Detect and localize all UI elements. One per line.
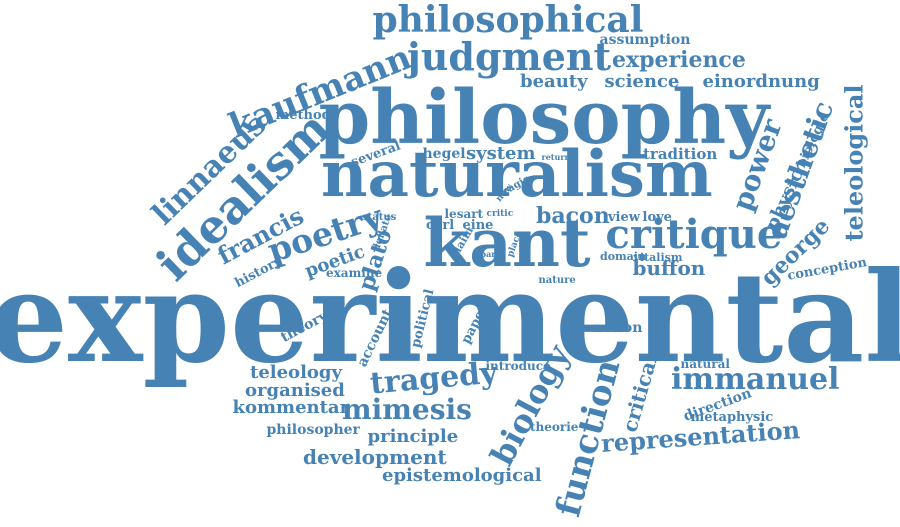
cloud-word-theorie: theorie [530, 420, 579, 434]
cloud-word-return: return [541, 152, 571, 162]
cloud-word-kant: kant [423, 204, 591, 282]
cloud-word-tradition: tradition [643, 144, 718, 163]
cloud-word-bacon: bacon [536, 203, 610, 229]
cloud-word-judgment: judgment [407, 34, 612, 79]
cloud-word-natural: natural [680, 357, 730, 371]
cloud-word-immanuel: immanuel [671, 362, 840, 397]
cloud-word-eine: eine [462, 217, 494, 233]
cloud-word-nature: nature [538, 275, 576, 286]
cloud-word-einordnung: einordnung [702, 71, 820, 92]
cloud-word-carl: carl [426, 217, 455, 233]
cloud-word-assumption: assumption [599, 32, 691, 48]
cloud-word-science: science [604, 71, 680, 92]
cloud-word-system: system [466, 143, 536, 164]
cloud-word-teleological: teleological [839, 84, 869, 242]
cloud-word-principle: principle [367, 426, 459, 447]
cloud-word-mimesis: mimesis [342, 393, 472, 426]
cloud-word-introduce: introduce [485, 359, 551, 373]
cloud-word-method: method [275, 107, 331, 123]
cloud-word-vitalism: vitalism [633, 250, 683, 264]
cloud-word-examine: examine [326, 266, 383, 280]
cloud-word-critic: critic [486, 208, 514, 219]
cloud-word-metaphysic: metaphysic [690, 409, 774, 425]
cloud-word-philosophy: philosophy [318, 75, 770, 161]
cloud-word-naturalism: naturalism [321, 137, 713, 212]
cloud-word-hegel: hegel [422, 146, 466, 162]
cloud-word-beauty: beauty [520, 71, 588, 92]
cloud-word-critique: critique [605, 211, 783, 258]
cloud-word-philosopher: philosopher [266, 422, 360, 438]
cloud-word-experience: experience [612, 47, 746, 73]
cloud-word-buffon: buffon [632, 256, 706, 280]
cloud-word-philosophical: philosophical [372, 0, 644, 41]
cloud-word-development: development [303, 445, 447, 469]
cloud-word-action: action [593, 320, 643, 336]
cloud-word-view: view [608, 209, 640, 225]
cloud-word-organised: organised [245, 380, 345, 401]
cloud-word-status: status [362, 212, 397, 223]
cloud-word-lesart: lesart [444, 207, 484, 221]
cloud-word-part: part [480, 249, 500, 259]
cloud-word-epistemological: epistemological [382, 465, 542, 486]
cloud-word-experimental: experimental [0, 244, 900, 391]
cloud-word-teleology: teleology [250, 362, 342, 383]
cloud-word-love: love [642, 209, 672, 225]
cloud-word-domain: domain [600, 249, 646, 263]
cloud-word-kommentar: kommentar [232, 397, 350, 418]
